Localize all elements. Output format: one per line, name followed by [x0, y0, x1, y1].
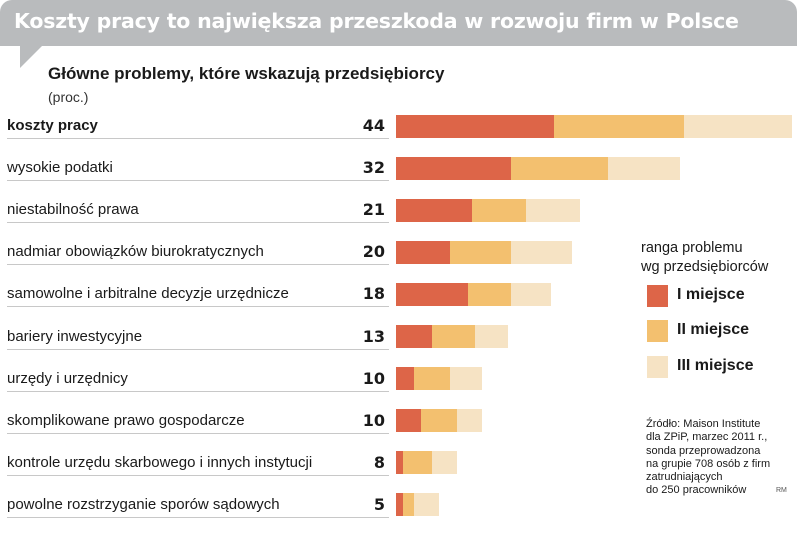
- legend-swatch-first: [647, 285, 668, 307]
- bar-segment-third: [511, 240, 573, 264]
- chart-subtitle: Główne problemy, które wskazują przedsię…: [48, 64, 445, 83]
- legend-title-line-2: wg przedsiębiorców: [641, 259, 769, 275]
- category-value: 8: [373, 452, 385, 472]
- category-label: powolne rozstrzyganie sporów sądowych: [7, 495, 280, 513]
- category-label: kontrole urzędu skarbowego i innych inst…: [7, 453, 313, 471]
- bar-segment-first: [396, 325, 432, 348]
- header-banner-tail: [20, 46, 42, 68]
- row-divider: [7, 348, 389, 350]
- bar-segment-third: [450, 367, 483, 391]
- bar-segment-second: [403, 451, 432, 475]
- legend-label-third: III miejsce: [677, 357, 754, 374]
- bar-segment-second: [432, 325, 476, 348]
- source-line: sonda przeprowadzona: [646, 444, 761, 457]
- category-value: 21: [362, 200, 385, 220]
- category-label: skomplikowane prawo gospodarcze: [7, 411, 245, 429]
- source-line: na grupie 708 osób z firm: [646, 457, 771, 470]
- bar-segment-first: [396, 493, 404, 517]
- legend-label-first: I miejsce: [677, 286, 745, 303]
- credit-mark: RM: [776, 487, 787, 494]
- bar-segment-second: [421, 409, 458, 433]
- category-label: niestabilność prawa: [7, 201, 139, 219]
- category-value: 5: [373, 494, 385, 514]
- bar-segment-third: [414, 493, 440, 517]
- row-divider: [7, 516, 389, 518]
- bar-segment-first: [396, 156, 512, 180]
- category-value: 10: [362, 410, 385, 430]
- source-line: do 250 pracowników: [646, 484, 747, 497]
- source-note: Źródło: Maison Institute dla ZPiP, marze…: [646, 418, 796, 498]
- category-label: urzędy i urzędnicy: [7, 369, 128, 387]
- bar-segment-third: [608, 156, 681, 180]
- bar-segment-first: [396, 451, 404, 475]
- bar-segment-second: [471, 198, 526, 222]
- category-label: nadmiar obowiązków biurokratycznych: [7, 243, 264, 261]
- row-divider: [7, 432, 389, 434]
- bar-segment-second: [450, 240, 512, 264]
- bar-segment-second: [511, 156, 609, 180]
- bar-segment-third: [457, 409, 483, 433]
- source-line: Źródło: Maison Institute: [646, 418, 761, 430]
- row-divider: [7, 180, 389, 182]
- category-value: 10: [362, 368, 385, 388]
- row-divider: [7, 264, 389, 266]
- legend-label-second: II miejsce: [677, 321, 750, 338]
- bar-segment-second: [414, 367, 450, 391]
- bar-segment-first: [396, 367, 414, 391]
- bar-segment-first: [396, 409, 422, 433]
- category-label: wysokie podatki: [7, 159, 113, 177]
- source-line: zatrudniających: [646, 471, 723, 484]
- row-divider: [7, 222, 389, 224]
- bar-segment-first: [396, 114, 555, 138]
- legend-title-line-1: ranga problemu: [641, 240, 743, 256]
- category-label: bariery inwestycyjne: [7, 327, 143, 345]
- row-divider: [7, 474, 389, 476]
- chart-title: Koszty pracy to największa przeszkoda w …: [14, 9, 739, 33]
- bar-segment-second: [468, 282, 512, 306]
- bar-segment-first: [396, 240, 450, 264]
- category-value: 13: [362, 326, 385, 346]
- legend-swatch-third: [647, 356, 668, 378]
- category-value: 18: [362, 284, 385, 304]
- bar-segment-first: [396, 198, 472, 222]
- row-divider: [7, 138, 389, 139]
- bar-segment-second: [403, 493, 414, 517]
- row-divider: [7, 306, 389, 308]
- bar-segment-first: [396, 282, 468, 306]
- category-label: koszty pracy: [7, 117, 98, 134]
- unit-label: (proc.): [48, 89, 89, 105]
- legend-title: ranga problemu wg przedsiębiorców: [641, 239, 801, 277]
- legend-swatch-second: [647, 320, 668, 342]
- bar-segment-third: [684, 114, 792, 138]
- bar-segment-third: [475, 325, 508, 348]
- bar-segment-third: [511, 282, 551, 306]
- bar-segment-second: [554, 114, 684, 138]
- category-label: samowolne i arbitralne decyzje urzędnicz…: [7, 285, 289, 303]
- category-value: 32: [362, 158, 385, 178]
- row-divider: [7, 390, 389, 392]
- source-line: dla ZPiP, marzec 2011 r.,: [646, 431, 768, 444]
- bar-segment-third: [525, 198, 580, 222]
- header-banner: Koszty pracy to największa przeszkoda w …: [0, 0, 797, 46]
- category-value: 20: [362, 242, 385, 262]
- bar-segment-third: [432, 451, 458, 475]
- category-value: 44: [362, 116, 385, 135]
